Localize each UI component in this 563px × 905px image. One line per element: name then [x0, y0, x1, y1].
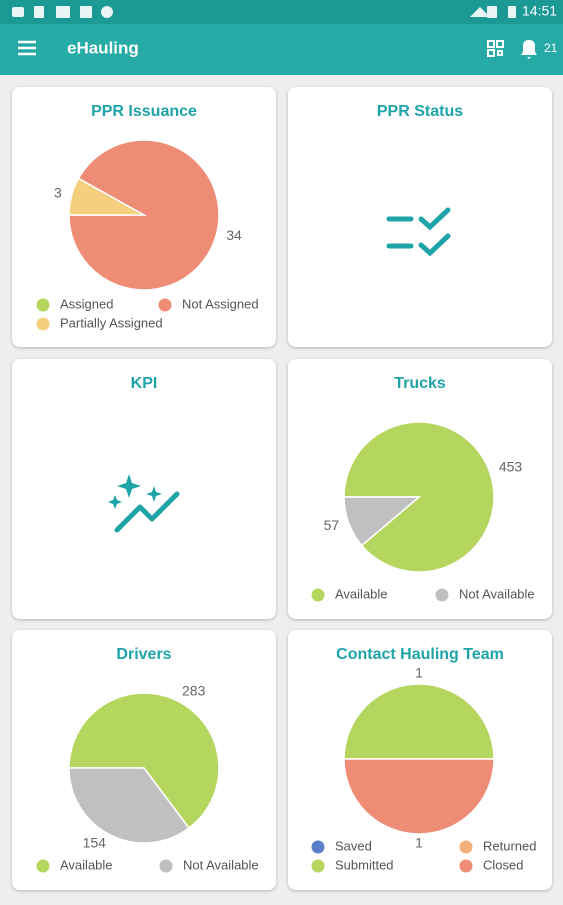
checklist-icon [386, 207, 451, 257]
value-label: 453 [499, 458, 523, 474]
status-icons [12, 6, 516, 18]
legend-label: Available [335, 586, 388, 601]
value-label: 57 [324, 517, 340, 533]
notification-count: 21 [544, 41, 558, 55]
legend-dot [36, 317, 50, 331]
legend-label: Assigned [60, 296, 113, 311]
menu-button[interactable] [18, 40, 36, 56]
legend-label: Returned [483, 838, 536, 853]
card-title: KPI [131, 375, 158, 392]
legend-label: Available [60, 857, 113, 872]
pie-slice [343, 496, 422, 547]
card-title: Contact Hauling Team [336, 646, 504, 663]
card[interactable] [12, 359, 276, 619]
notification-button[interactable] [521, 40, 537, 59]
card-title: PPR Issuance [91, 103, 197, 120]
value-label: 1 [415, 665, 423, 681]
legend-dot [459, 840, 473, 854]
legend-label: Closed [483, 857, 523, 872]
card-title: Trucks [394, 375, 446, 392]
pie-slice [68, 767, 191, 844]
pie-slice [343, 758, 495, 835]
pie-slice [68, 692, 220, 830]
legend-label: Not Available [183, 857, 259, 872]
kpi-icon [108, 474, 180, 533]
pie-slice [68, 177, 147, 216]
legend-dot [36, 298, 50, 312]
card-title: PPR Status [377, 103, 463, 120]
legend-dot [36, 859, 50, 873]
legend-dot [459, 859, 473, 873]
value-label: 34 [226, 227, 242, 243]
legend-dot [311, 859, 325, 873]
legend-dot [158, 298, 172, 312]
legend-dot [435, 588, 449, 602]
card-title: Drivers [116, 646, 171, 663]
legend-label: Not Available [459, 586, 535, 601]
pie-slice [343, 683, 495, 760]
value-label: 154 [83, 835, 107, 851]
legend-label: Submitted [335, 857, 394, 872]
value-label: 3 [54, 184, 62, 200]
app-bar [0, 24, 563, 75]
legend-label: Not Assigned [182, 296, 259, 311]
status-bar [0, 0, 563, 24]
legend-label: Partially Assigned [60, 315, 163, 330]
qr-button[interactable] [487, 40, 504, 57]
legend-dot [311, 588, 325, 602]
legend-dot [311, 840, 325, 854]
value-label: 283 [182, 683, 206, 699]
value-label: 1 [415, 835, 423, 851]
legend-label: Saved [335, 838, 372, 853]
app-title: eHauling [67, 38, 139, 57]
legend-dot [159, 859, 173, 873]
status-time: 14:51 [522, 3, 557, 19]
